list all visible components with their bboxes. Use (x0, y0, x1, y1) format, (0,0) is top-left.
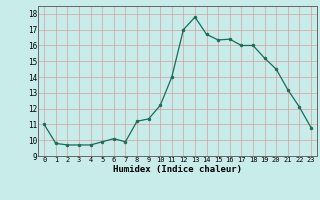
X-axis label: Humidex (Indice chaleur): Humidex (Indice chaleur) (113, 165, 242, 174)
